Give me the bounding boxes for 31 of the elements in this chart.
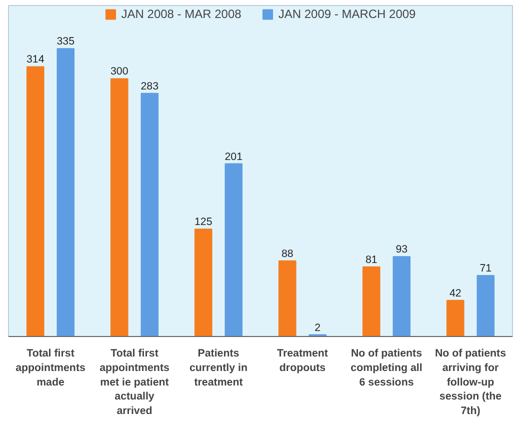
bar	[140, 92, 159, 336]
legend-label: JAN 2008 - MAR 2008	[121, 7, 242, 21]
data-label: 93	[396, 244, 408, 256]
data-label: 201	[224, 150, 243, 163]
data-label: 300	[110, 66, 128, 78]
data-label: 2	[314, 322, 321, 334]
bar	[392, 256, 411, 336]
data-label: 335	[56, 36, 75, 48]
x-tick-label: No of patients arriving for follow-up session (the 7th)	[434, 348, 506, 418]
bar	[110, 78, 128, 336]
data-label: 71	[480, 262, 492, 274]
data-label: 314	[26, 54, 44, 66]
bar	[224, 163, 243, 336]
data-label: 81	[365, 254, 378, 266]
bar	[194, 228, 212, 336]
x-tick-label: No of patients completing all 6 sessions	[350, 348, 422, 388]
x-tick-label: Total first appointments met ie patient actually arrived	[100, 348, 170, 418]
bar	[362, 266, 380, 336]
x-tick-label: Treatment dropouts	[277, 348, 328, 374]
data-label: 125	[194, 216, 212, 228]
data-label: 42	[449, 287, 462, 300]
bar	[56, 48, 75, 336]
bar	[446, 300, 464, 336]
x-tick-label: Total first appointments made	[16, 348, 86, 388]
data-label: 88	[281, 248, 294, 260]
bar	[278, 260, 296, 336]
x-tick-label: Patients currently in treatment	[189, 348, 248, 388]
bar	[26, 66, 44, 336]
legend-label: JAN 2009 - MARCH 2009	[278, 7, 416, 21]
bar	[476, 275, 495, 336]
data-label: 283	[140, 80, 159, 92]
